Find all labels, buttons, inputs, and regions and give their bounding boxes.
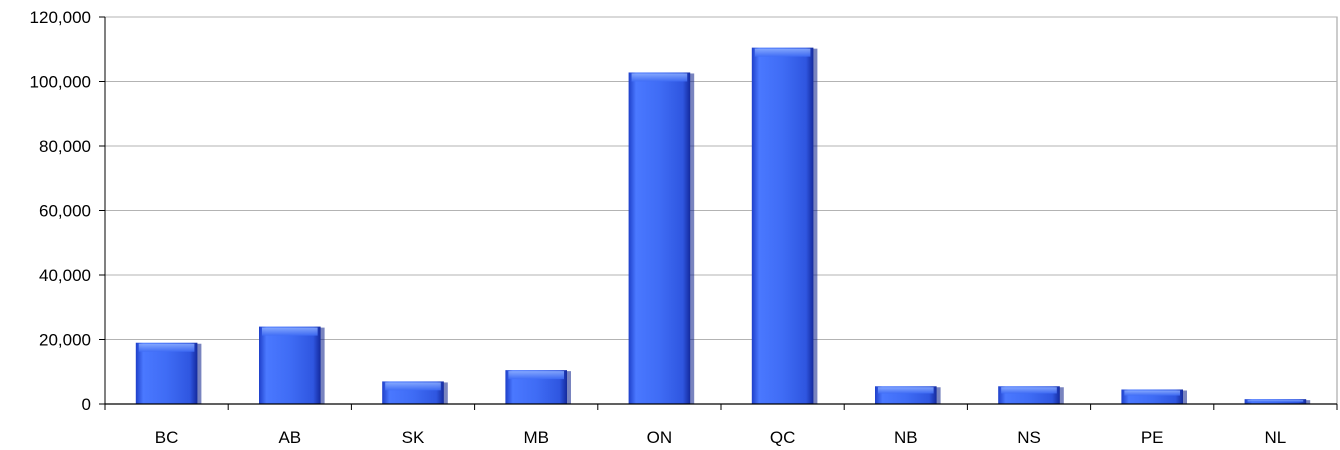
bar-body (259, 326, 321, 404)
bar-bevel (385, 382, 441, 391)
bar-bevel (631, 73, 688, 82)
bar-ab (259, 326, 325, 404)
bar-bevel (1124, 390, 1180, 396)
axes (99, 16, 1338, 410)
bar-bevel (138, 343, 195, 352)
bar-bevel (754, 48, 811, 57)
y-tick-label: 60,000 (39, 202, 91, 221)
x-tick-labels: BC AB SK MB ON QC NB NS PE NL (155, 428, 1286, 447)
x-tick-label: NL (1265, 428, 1287, 447)
bar-bevel (508, 371, 564, 380)
x-tick-label: SK (402, 428, 425, 447)
y-tick-label: 20,000 (39, 331, 91, 350)
bar-body (135, 342, 198, 404)
bar-qc (751, 47, 818, 404)
x-tick-label: MB (523, 428, 549, 447)
x-tick-label: BC (155, 428, 179, 447)
bar-bevel (262, 327, 318, 336)
x-tick-label: QC (770, 428, 796, 447)
x-tick-label: PE (1141, 428, 1164, 447)
y-tick-label: 0 (82, 395, 91, 414)
bar-bevel (1247, 400, 1304, 402)
bar-bevel (1001, 387, 1057, 394)
y-tick-labels: 0 20,000 40,000 60,000 80,000 100,000 120,000 (30, 8, 91, 414)
y-tick-label: 40,000 (39, 266, 91, 285)
x-tick-label: AB (278, 428, 301, 447)
x-tick-label: NS (1017, 428, 1041, 447)
bar-body (628, 72, 691, 404)
bar-nl (1244, 399, 1311, 404)
x-tick-label: NB (894, 428, 918, 447)
bar-mb (505, 370, 571, 404)
y-tick-label: 120,000 (30, 8, 91, 27)
x-tick-label: ON (647, 428, 673, 447)
bar-on (628, 72, 695, 404)
bar-bc (135, 342, 202, 404)
bars (135, 47, 1311, 404)
bar-nb (875, 386, 941, 404)
bar-bevel (878, 387, 934, 394)
bar-pe (1121, 389, 1187, 404)
bar-ns (998, 386, 1064, 404)
y-tick-label: 100,000 (30, 73, 91, 92)
bar-body (751, 47, 814, 404)
y-tick-label: 80,000 (39, 137, 91, 156)
bar-sk (382, 381, 448, 404)
